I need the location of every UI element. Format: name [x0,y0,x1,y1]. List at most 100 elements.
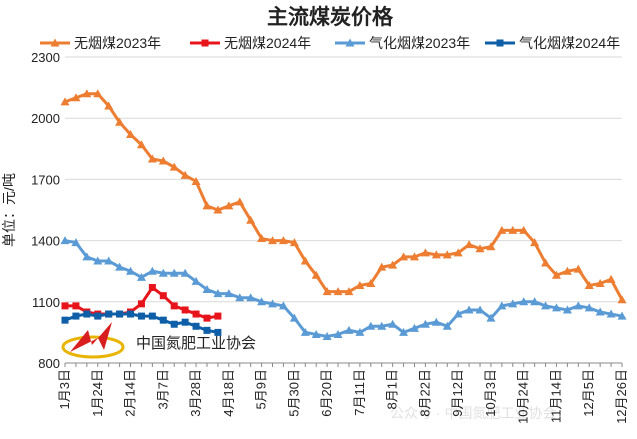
point [519,225,529,234]
chart-title: 主流煤炭价格 [267,5,394,29]
point [72,312,80,320]
logo-mark [70,322,112,352]
legend-label: 无烟煤2024年 [224,35,311,51]
point [344,325,354,334]
point [116,310,124,318]
point [60,236,70,245]
point [289,238,299,247]
point [366,278,376,287]
point [289,313,299,322]
point [573,264,583,273]
point [322,331,332,340]
legend-label: 无烟煤2023年 [74,35,161,51]
x-tick-label: 2月14日 [123,369,138,417]
point [268,299,278,308]
point [453,248,463,257]
point [224,289,234,298]
point [115,262,125,271]
point [388,260,398,269]
point [530,297,540,306]
point [71,93,81,102]
point [551,270,561,279]
x-tick-label: 5月30日 [286,369,301,417]
point [213,289,223,298]
point [486,242,496,251]
x-tick-label: 1月3日 [57,369,72,409]
point [214,312,222,320]
point [442,321,452,330]
point [93,89,103,98]
annotation: 中国氮肥工业协会 [136,335,256,352]
point [137,312,145,320]
point [399,252,409,261]
point [257,297,267,306]
point [486,313,496,322]
x-tick-label: 4月18日 [221,369,236,417]
point [322,287,332,296]
point [115,117,125,126]
y-tick-label: 1700 [31,172,60,187]
point [278,301,288,310]
point [82,252,92,261]
point [617,295,627,304]
y-axis-label: 单位：元/吨 [1,173,17,247]
point [148,284,156,292]
point [595,278,605,287]
point [311,270,321,279]
point [147,266,157,275]
point [158,156,168,165]
point [409,323,419,332]
point [551,303,561,312]
point [94,312,102,320]
point [213,205,223,214]
point [71,238,81,247]
point [268,236,278,245]
point [530,238,540,247]
point [278,236,288,245]
point [127,310,135,318]
point [169,162,179,171]
point [235,197,245,206]
point [82,89,92,98]
point [595,307,605,316]
point [246,293,256,302]
legend-label: 气化烟煤2023年 [369,35,470,51]
x-tick-label: 8月22日 [417,369,432,417]
x-tick-label: 6月20日 [319,369,334,417]
point [311,329,321,338]
point [573,301,583,310]
point [83,310,91,318]
point [50,38,60,47]
point [61,316,69,324]
point [497,301,507,310]
line [64,239,623,339]
point [584,280,594,289]
point [137,300,145,308]
point [541,301,551,310]
point [159,316,167,324]
point [508,299,518,308]
x-tick-label: 9月12日 [450,369,465,417]
point [606,274,616,283]
point [519,297,529,306]
point [158,268,168,277]
point [333,287,343,296]
x-tick-label: 10月3日 [483,369,498,417]
point [377,321,387,330]
point [366,321,376,330]
point [159,292,167,300]
point [464,305,474,314]
point [541,258,551,267]
point [344,287,354,296]
point [136,140,146,149]
point [235,293,245,302]
point [202,201,212,210]
point [409,252,419,261]
point [126,130,136,139]
series [60,236,627,340]
point [61,302,69,310]
point [345,38,355,47]
point [192,322,200,330]
point [246,215,256,224]
